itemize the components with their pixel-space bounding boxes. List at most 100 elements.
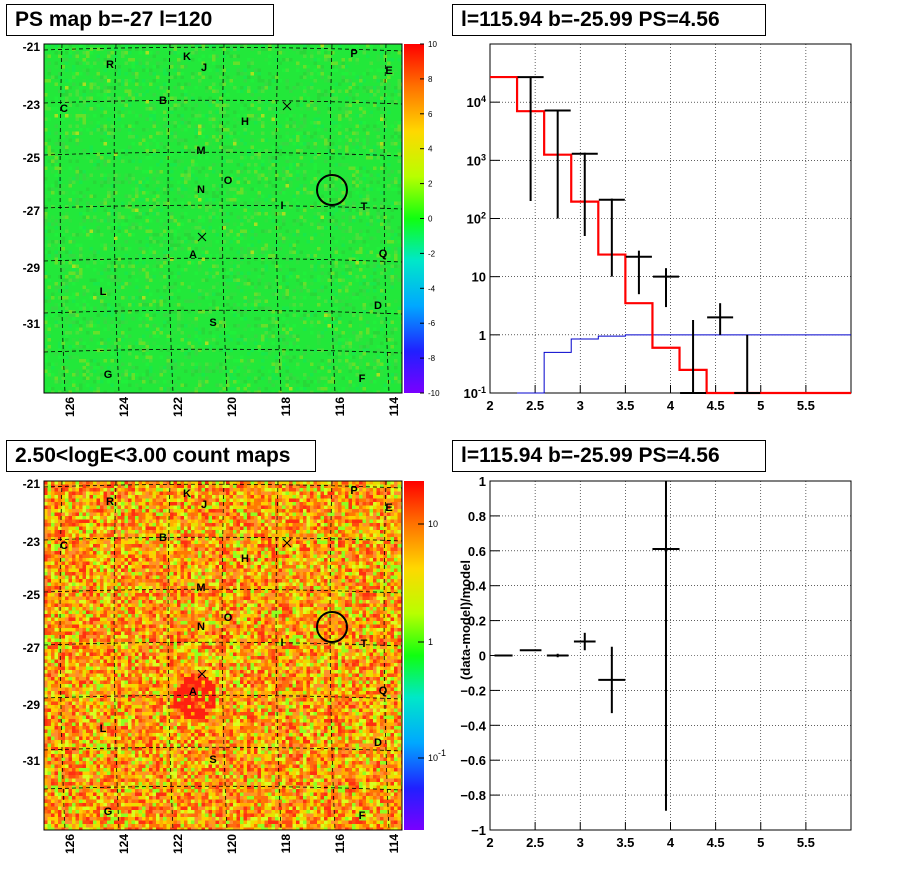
ratio-y-axis-label: (data-model)/model — [458, 560, 473, 680]
ps-map-title: PS map b=-27 l=120 — [6, 4, 274, 36]
source-label-G: G — [104, 369, 113, 381]
longitude-line — [275, 44, 282, 393]
cross-marker — [197, 232, 207, 242]
map-x-tick-label: 114 — [387, 397, 401, 417]
map-x-tick-label: 114 — [387, 834, 401, 854]
spectrum-panel: 2 2.5 3 3.5 4 4.5 5 5.5 10-1 1 10 102 103 104 — [464, 43, 852, 413]
source-label-S: S — [209, 317, 216, 329]
ratio-panel: 2 2.5 3 3.5 4 4.5 5 5.5 −1 −0.8 −0.6 −0.4 −0.2 0 0.2 0.… — [458, 474, 852, 850]
source-label-I: I — [280, 637, 283, 649]
x-tick-label: 3 — [577, 398, 584, 413]
data-point — [734, 334, 761, 394]
cross-marker — [282, 101, 292, 111]
source-label-N: N — [197, 184, 205, 196]
map-x-tick-label: 126 — [63, 834, 77, 854]
data-point — [517, 76, 544, 201]
colorbar-tick-label: -6 — [428, 319, 436, 328]
longitude-line — [59, 481, 66, 830]
x-tick-label: 3.5 — [616, 398, 634, 413]
colorbar-tick-label: 0 — [428, 215, 433, 224]
x-tick-label: 5.5 — [797, 835, 815, 850]
map-x-tick-label: 120 — [225, 397, 239, 417]
colorbar-tick-label: 6 — [428, 110, 433, 119]
data-point — [544, 109, 571, 219]
y-tick-label: 0.6 — [468, 544, 486, 559]
map-y-tick-label: -21 — [23, 477, 41, 491]
source-label-R: R — [106, 59, 114, 71]
latitude-line — [44, 151, 402, 157]
map-frame — [43, 43, 403, 394]
colorbar-tick-label: -8 — [428, 354, 436, 363]
source-label-M: M — [196, 582, 205, 594]
latitude-line — [44, 257, 402, 263]
source-label-G: G — [104, 806, 113, 818]
count-map-pixels — [44, 481, 402, 830]
x-tick-label: 4 — [667, 835, 675, 850]
ratio-grid — [489, 480, 851, 831]
data-point — [625, 250, 652, 295]
y-tick-label: −0.4 — [460, 718, 486, 733]
map-frame — [43, 480, 403, 831]
map-y-tick-label: -27 — [23, 204, 41, 218]
source-label-J: J — [201, 62, 207, 74]
source-label-L: L — [100, 286, 107, 298]
source-label-Q: Q — [379, 248, 388, 260]
data-point — [598, 198, 625, 277]
source-label-C: C — [60, 540, 68, 552]
source-label-J: J — [201, 499, 207, 511]
source-label-E: E — [385, 502, 392, 514]
longitude-line — [167, 44, 174, 393]
count-map-colorbar — [404, 481, 424, 830]
data-point — [571, 152, 598, 237]
colorbar-tick-label: -2 — [428, 249, 436, 258]
ps-map-panel: R KJ P E C B H M N O I T A Q L D S G F -21 -23 -25 -27 -29 -31 12… — [23, 40, 403, 417]
source-label-E: E — [385, 65, 392, 77]
ps-map-colorbar-ticks: 10 8 6 4 2 0 -2 -4 -6 -8 -10 — [420, 40, 440, 398]
latitude-line — [44, 641, 402, 647]
source-label-S: S — [209, 754, 216, 766]
map-x-tick-label: 122 — [171, 397, 185, 417]
latitude-line — [44, 746, 402, 752]
source-label-B: B — [159, 532, 167, 544]
x-tick-label: 3.5 — [616, 835, 634, 850]
longitude-line — [275, 481, 282, 830]
map-y-tick-label: -29 — [23, 261, 41, 275]
source-label-H: H — [241, 553, 249, 565]
source-label-A: A — [189, 686, 197, 698]
source-label-R: R — [106, 496, 114, 508]
graticule — [44, 481, 402, 830]
ps-map-colorbar — [404, 44, 424, 393]
latitude-line — [44, 204, 402, 210]
cross-marker — [197, 669, 207, 679]
map-y-tick-label: -23 — [23, 535, 41, 549]
data-point — [680, 319, 707, 394]
y-tick-label: −0.6 — [460, 753, 486, 768]
x-tick-label: 3 — [577, 835, 584, 850]
source-label-K: K — [183, 51, 191, 63]
y-tick-label: 0 — [479, 649, 486, 664]
longitude-line — [221, 44, 228, 393]
data-point — [707, 303, 734, 335]
colorbar-tick-label: 1 — [428, 637, 433, 647]
map-x-tick-label: 122 — [171, 834, 185, 854]
target-circle — [316, 611, 348, 643]
y-tick-label: 0.8 — [468, 509, 486, 524]
ratio-point — [598, 646, 626, 714]
source-label-C: C — [60, 103, 68, 115]
map-x-tick-label: 118 — [279, 397, 293, 417]
y-tick-label: 10 — [472, 270, 486, 285]
map-y-tick-label: -29 — [23, 698, 41, 712]
x-tick-label: 4.5 — [707, 398, 725, 413]
source-label-K: K — [183, 488, 191, 500]
y-tick-label: 104 — [467, 94, 486, 110]
count-map-panel: R KJ P E C B H M N O I T A Q L D S G F -21 -23 -25 -27 -29 -31 12… — [23, 477, 403, 854]
graticule — [44, 44, 402, 393]
source-label-M: M — [196, 145, 205, 157]
map-x-tick-label: 124 — [117, 834, 131, 854]
map-y-tick-label: -27 — [23, 641, 41, 655]
y-tick-label: 102 — [467, 211, 486, 227]
map-x-tick-label: 124 — [117, 397, 131, 417]
colorbar-tick-label: 8 — [428, 75, 433, 84]
source-label-O: O — [224, 175, 233, 187]
